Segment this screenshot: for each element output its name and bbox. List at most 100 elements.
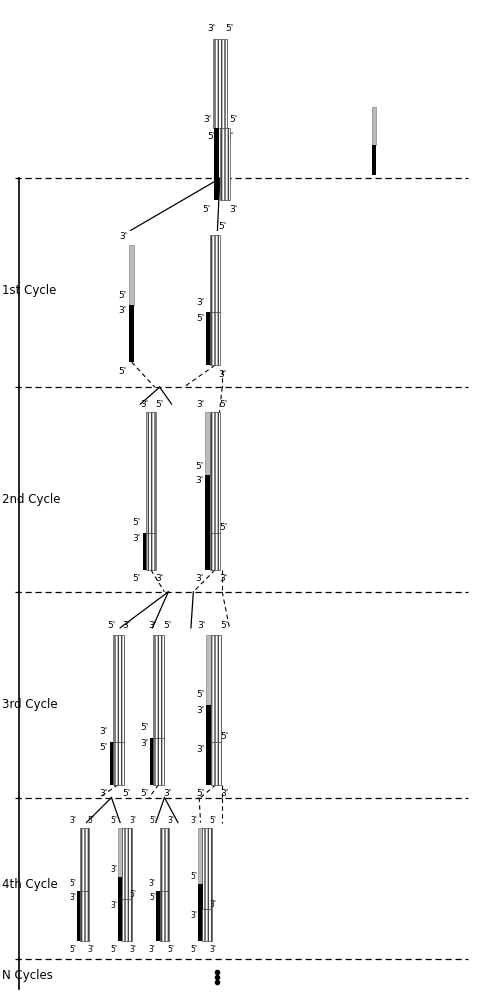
Text: 1st Cycle: 1st Cycle [2,284,57,297]
Text: 3': 3' [195,574,203,583]
Bar [371,145,376,175]
Bar [80,891,89,941]
Bar [113,742,124,785]
Text: 3': 3' [129,945,137,954]
Text: 3rd Cycle: 3rd Cycle [2,698,58,711]
Bar [110,742,115,785]
Bar [129,305,134,362]
Bar [80,828,89,891]
Bar [210,312,220,365]
Bar [113,635,124,742]
Text: 5': 5' [220,523,228,532]
Bar [154,738,164,785]
Bar [199,828,203,884]
Text: 5': 5' [196,789,204,798]
Text: 3': 3' [87,945,94,954]
Text: 5': 5' [191,945,198,954]
Bar [151,738,156,785]
Bar [211,742,221,785]
Text: 3': 3' [196,745,204,754]
Bar [371,107,376,145]
Text: 5': 5' [123,789,131,798]
Text: 3': 3' [118,306,126,315]
Text: 5': 5' [218,222,227,231]
Text: 3': 3' [167,816,174,825]
Text: 3': 3' [140,400,148,409]
Text: 5': 5' [132,518,141,527]
Text: 5': 5' [210,816,216,825]
Bar [202,909,212,941]
Text: 3': 3' [148,621,156,630]
Text: 5': 5' [226,24,234,33]
Text: 5': 5' [196,314,204,323]
Text: 5': 5' [129,890,137,899]
Text: 3': 3' [119,232,127,241]
Bar [146,412,156,533]
Text: 5': 5' [230,115,238,124]
Text: 5': 5' [140,789,148,798]
Text: 5': 5' [167,945,174,954]
Text: 5': 5' [149,893,156,902]
Bar [156,891,161,941]
Text: 3': 3' [204,115,212,124]
Bar [146,533,156,570]
Bar [206,312,211,365]
Text: 3': 3' [111,865,117,874]
Bar [213,39,227,128]
Bar [220,128,230,200]
Text: 3': 3' [129,816,137,825]
Text: 5': 5' [118,291,126,300]
Text: 3': 3' [197,400,205,409]
Text: 5': 5' [132,574,141,583]
Text: 3': 3' [99,789,108,798]
Text: 5': 5' [221,732,229,741]
Text: 3': 3' [149,879,156,888]
Bar [205,475,210,570]
Text: 3': 3' [191,911,198,920]
Bar [129,245,134,305]
Text: 5': 5' [163,621,171,630]
Bar [211,635,221,742]
Text: 3': 3' [221,789,229,798]
Text: N Cycles: N Cycles [2,969,53,982]
Bar [154,635,164,738]
Text: 2nd Cycle: 2nd Cycle [2,493,61,506]
Text: 3': 3' [226,132,234,141]
Text: 5': 5' [195,462,203,471]
Bar [118,828,122,877]
Text: 3': 3' [163,789,171,798]
Bar [77,891,81,941]
Text: 5': 5' [196,690,204,699]
Text: 3': 3' [210,945,216,954]
Text: 3': 3' [149,945,156,954]
Text: 5': 5' [111,945,117,954]
Text: 3': 3' [70,893,76,902]
Text: 3': 3' [99,727,108,736]
Text: 5': 5' [220,400,228,409]
Text: 5': 5' [70,879,76,888]
Text: 3': 3' [207,24,215,33]
Text: 3': 3' [230,205,238,214]
Text: 3': 3' [220,574,228,583]
Text: 5': 5' [111,816,117,825]
Text: 3': 3' [140,739,148,748]
Bar [210,412,220,533]
Text: 5': 5' [191,872,198,881]
Bar [202,828,212,909]
Text: 5': 5' [140,723,148,732]
Text: 3': 3' [132,534,141,543]
Text: 3': 3' [70,816,76,825]
Bar [143,533,148,570]
Text: 3': 3' [196,706,204,715]
Bar [210,235,220,312]
Text: 5': 5' [87,816,94,825]
Bar [205,412,210,475]
Bar [206,635,211,705]
Text: 5': 5' [99,743,108,752]
Text: 3': 3' [111,901,117,910]
Text: 5': 5' [203,205,211,214]
Bar [199,884,203,941]
Text: 3': 3' [196,298,204,307]
Text: 3': 3' [219,370,227,379]
Bar [206,705,211,785]
